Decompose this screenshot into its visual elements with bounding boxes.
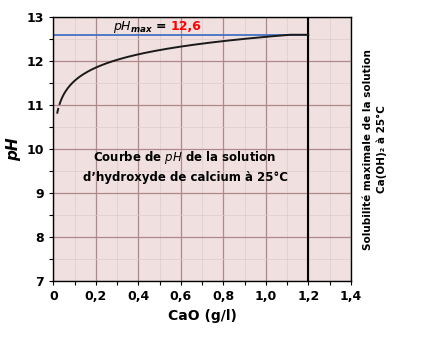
Text: $pH_{\mathregular{max}}$ =: $pH_{\mathregular{max}}$ = (113, 19, 168, 35)
Text: 12,6: 12,6 (170, 20, 201, 33)
Text: Solubilité maximale de la solution
Ca(OH)₂ à 25°C: Solubilité maximale de la solution Ca(OH… (363, 49, 387, 250)
X-axis label: CaO (g/l): CaO (g/l) (167, 309, 237, 323)
Y-axis label: pH: pH (6, 138, 21, 161)
Text: Courbe de $pH$ de la solution
d’hydroxyde de calcium à 25°C: Courbe de $pH$ de la solution d’hydroxyd… (83, 149, 288, 184)
